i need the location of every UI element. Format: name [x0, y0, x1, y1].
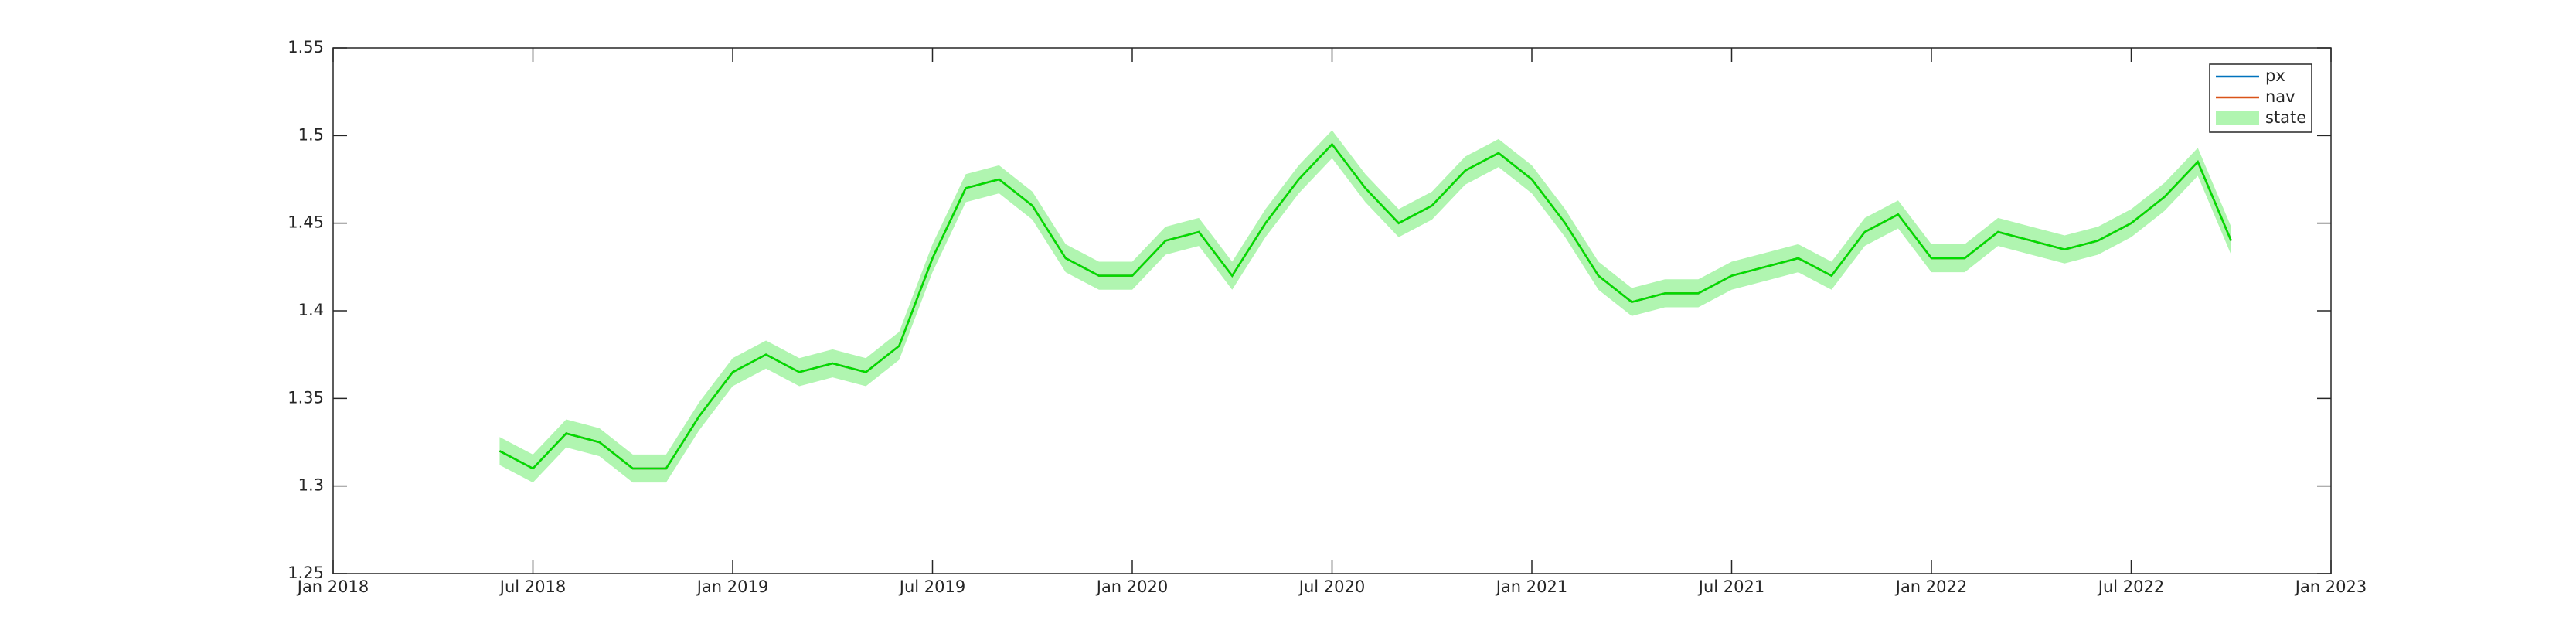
- x-tick-label: Jul 2019: [898, 578, 965, 596]
- legend-label: px: [2265, 66, 2285, 85]
- x-tick-label: Jul 2018: [499, 578, 566, 596]
- x-tick-label: Jul 2022: [2097, 578, 2164, 596]
- x-tick-label: Jan 2023: [2294, 578, 2367, 596]
- series-line: [499, 142, 2232, 470]
- y-tick-label: 1.5: [298, 125, 324, 144]
- x-tick-label: Jan 2018: [296, 578, 369, 596]
- y-tick-label: 1.35: [288, 388, 324, 407]
- x-tick-label: Jan 2021: [1495, 578, 1568, 596]
- y-tick-label: 1.25: [288, 564, 324, 582]
- x-tick-label: Jul 2021: [1697, 578, 1764, 596]
- plot-frame: [332, 47, 2332, 574]
- state-band: [499, 130, 2231, 483]
- y-tick-label: 1.55: [288, 38, 324, 56]
- x-tick-label: Jul 2020: [1298, 578, 1365, 596]
- y-tick-label: 1.45: [288, 213, 324, 232]
- x-tick-label: Jan 2022: [1894, 578, 1968, 596]
- x-tick-label: Jan 2020: [1095, 578, 1169, 596]
- y-tick-label: 1.4: [298, 301, 324, 319]
- legend-swatch: [2216, 111, 2259, 125]
- x-tick-label: Jan 2019: [696, 578, 769, 596]
- legend: px nav state: [2209, 63, 2312, 133]
- legend-label: nav: [2265, 87, 2295, 106]
- y-tick-label: 1.3: [298, 476, 324, 495]
- legend-label: state: [2265, 108, 2306, 127]
